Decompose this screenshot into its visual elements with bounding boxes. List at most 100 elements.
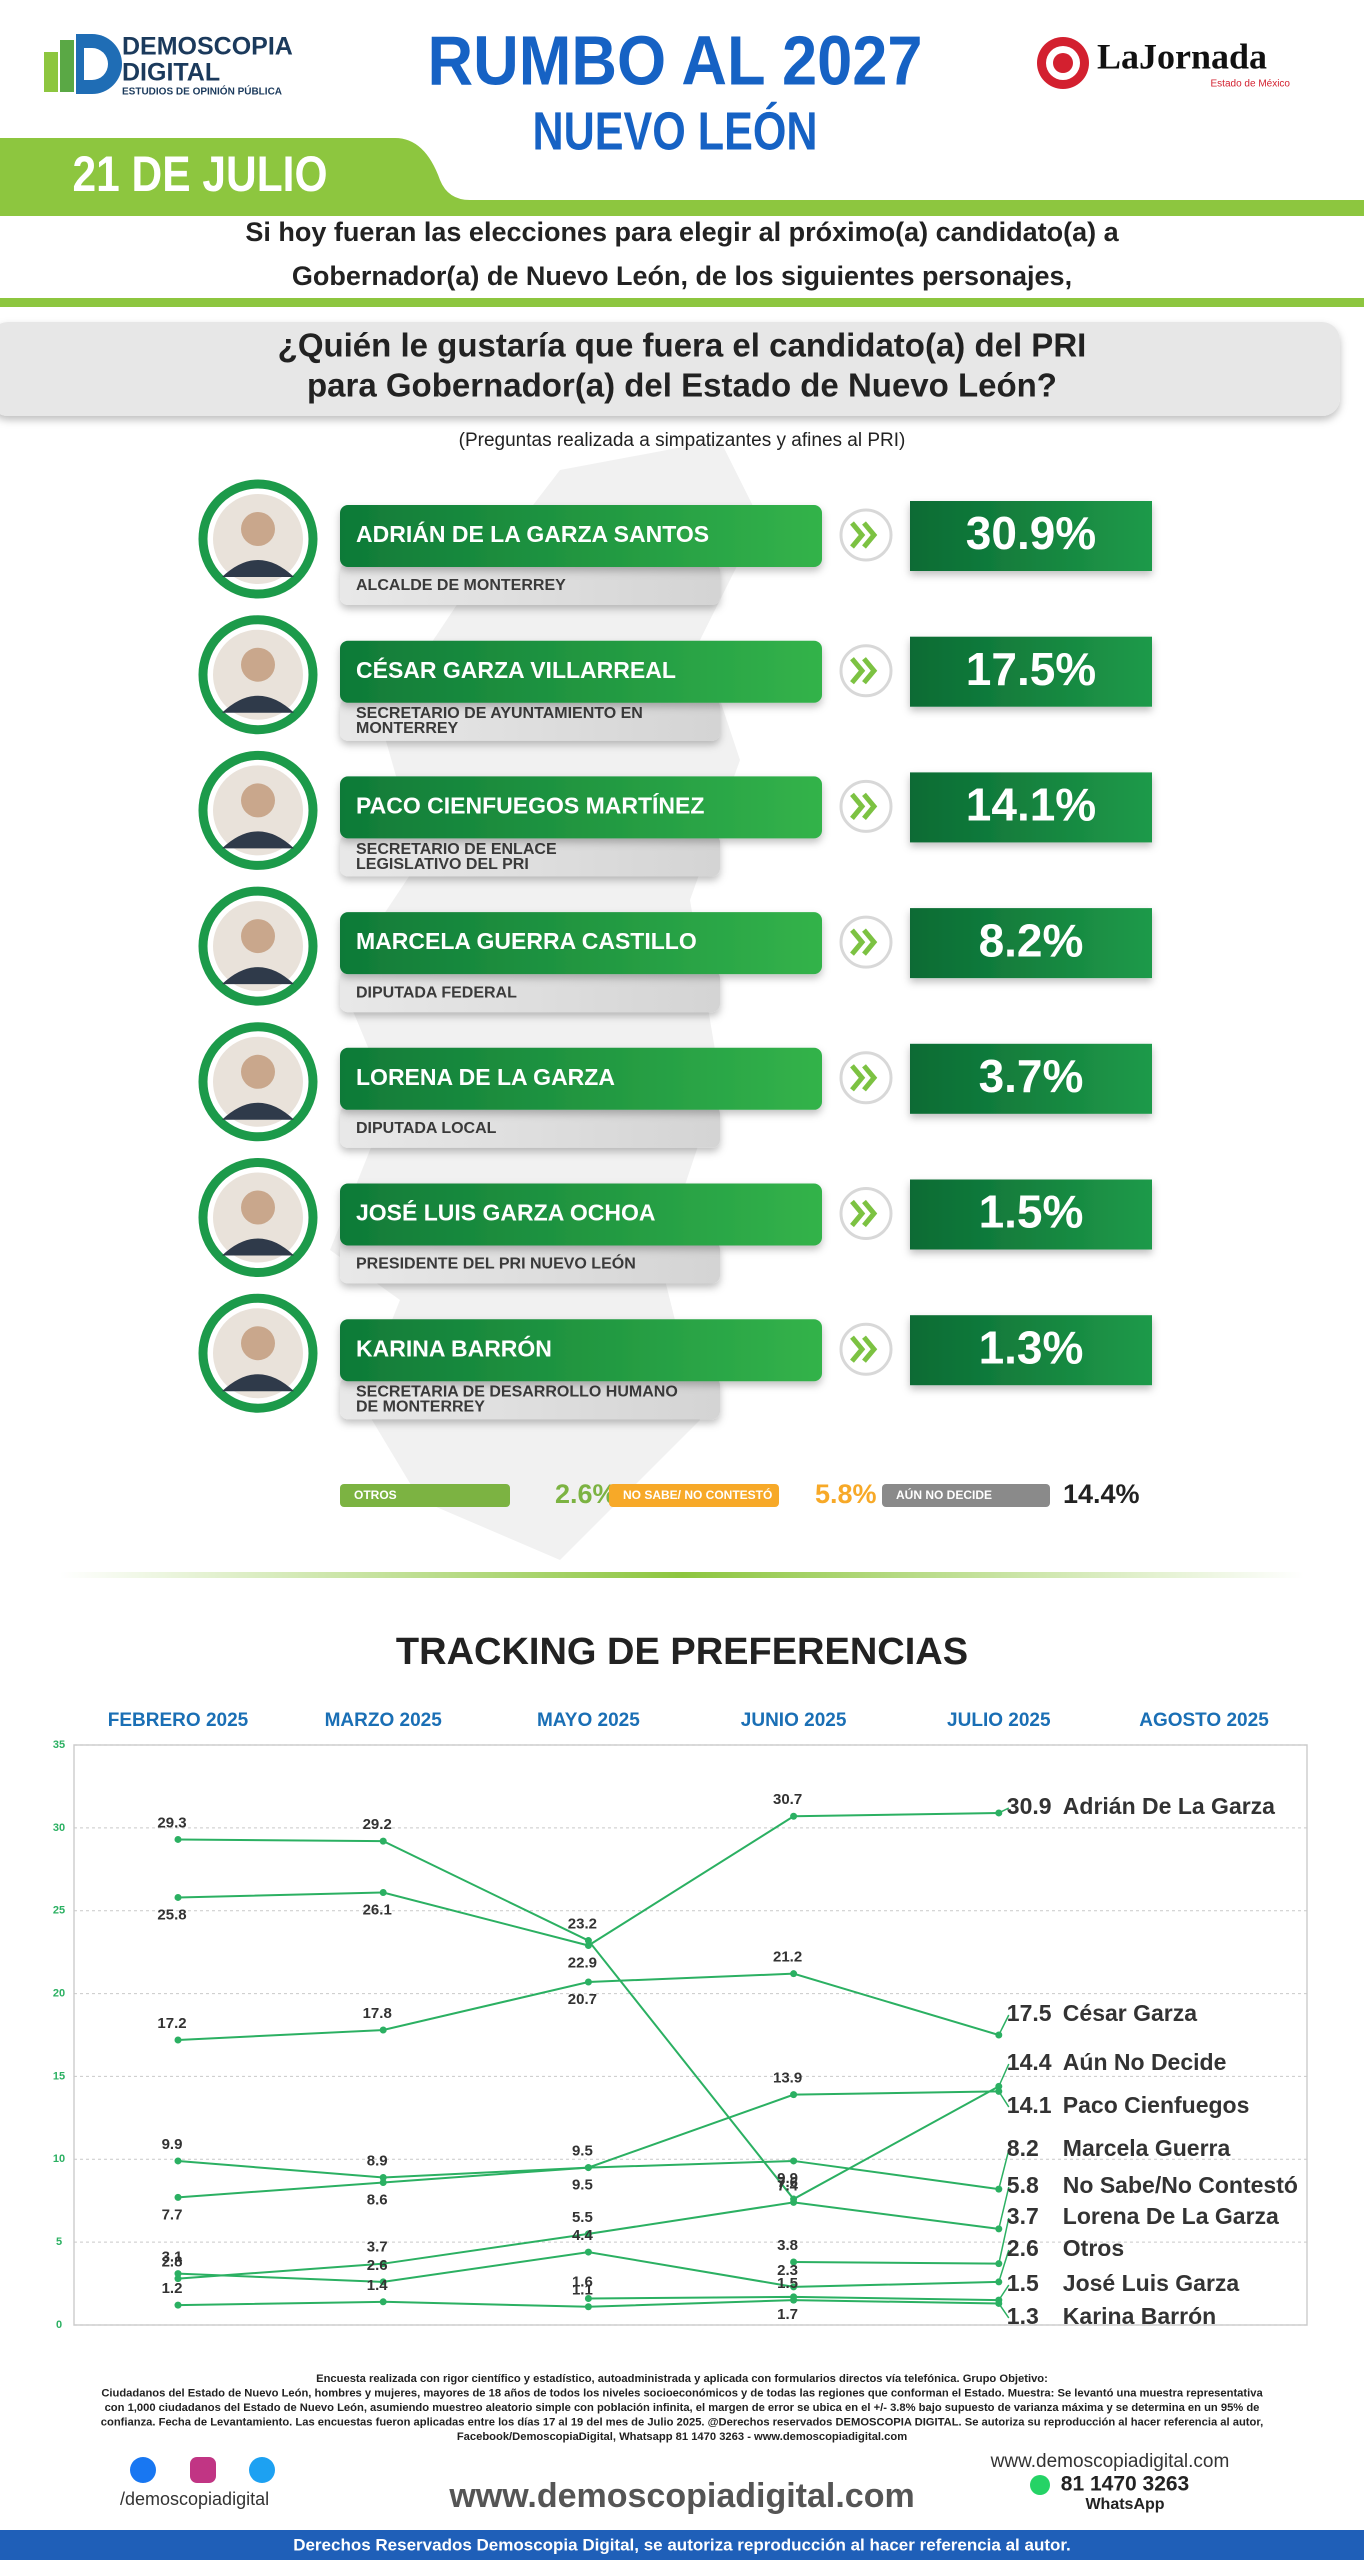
data-label: 1.6 xyxy=(572,2273,593,2290)
methodology: Ciudadanos del Estado de Nuevo León, hom… xyxy=(101,2387,1263,2399)
series-point xyxy=(174,1893,182,1901)
data-label: 23.2 xyxy=(568,1916,597,1933)
candidate-role: DIPUTADA LOCAL xyxy=(356,1120,497,1137)
photo-body xyxy=(222,1102,294,1120)
chevron xyxy=(850,792,878,821)
series-point xyxy=(790,2258,798,2266)
data-label: 7.4 xyxy=(777,2177,799,2194)
data-label: 9.9 xyxy=(162,2136,183,2153)
percent-box xyxy=(910,636,1152,707)
data-label: 29.3 xyxy=(157,1814,186,1831)
chevron-circle xyxy=(839,1051,893,1105)
candidate-name: JOSÉ LUIS GARZA OCHOA xyxy=(356,1199,655,1226)
intro-text: Gobernador(a) de Nuevo León, de los sigu… xyxy=(292,261,1072,291)
others-name: NO SABE/ NO CONTESTÓ xyxy=(623,1487,772,1502)
legend-label: Aún No Decide xyxy=(1063,2049,1227,2075)
series-point xyxy=(379,2174,387,2182)
photo-head xyxy=(241,512,275,546)
end-value: 1.5 xyxy=(1007,2270,1039,2296)
legend-label: César Garza xyxy=(1063,2000,1197,2026)
photo-head xyxy=(241,1190,275,1225)
data-label: 8.6 xyxy=(367,2191,388,2208)
data-label: 1.2 xyxy=(162,2280,183,2297)
photo-body xyxy=(222,695,294,713)
legend-label: Paco Cienfuegos xyxy=(1063,2092,1250,2118)
end-value: 1.3 xyxy=(1007,2303,1039,2329)
photo-head xyxy=(241,1054,275,1089)
title: RUMBO AL 2027 xyxy=(428,21,923,99)
copyright: Derechos Reservados Demoscopia Digital, … xyxy=(293,2535,1071,2554)
series-point xyxy=(790,2296,798,2304)
end-value: 8.2 xyxy=(1007,2135,1039,2161)
percent-label: 1.5% xyxy=(979,1186,1084,1238)
legend-label: Adrián De La Garza xyxy=(1063,1793,1275,1819)
end-value: 30.9 xyxy=(1007,1793,1052,1819)
series-point xyxy=(790,2283,798,2291)
chevron-circle xyxy=(839,779,893,833)
chevron xyxy=(850,928,878,956)
others-name: AÚN NO DECIDE xyxy=(896,1487,992,1502)
methodology: Facebook/DemoscopiaDigital, Whatsapp 81 … xyxy=(457,2431,907,2443)
leader-line xyxy=(998,2090,1010,2108)
name-bar xyxy=(340,1183,822,1246)
chevron xyxy=(850,521,878,549)
percent-label: 8.2% xyxy=(979,914,1084,966)
candidate-name: LORENA DE LA GARZA xyxy=(356,1064,615,1090)
series-point xyxy=(379,2278,387,2286)
candidate-name: CÉSAR GARZA VILLARREAL xyxy=(356,656,676,683)
series-point xyxy=(584,1978,592,1986)
end-value: 14.4 xyxy=(1007,2049,1052,2075)
y-tick-label: 5 xyxy=(56,2236,62,2248)
data-label: 30.7 xyxy=(773,1791,802,1808)
data-label: 13.9 xyxy=(773,2070,802,2087)
series-line xyxy=(793,2261,999,2265)
series-point xyxy=(174,2157,182,2165)
candidate-role: SECRETARIO DE ENLACE LEGISLATIVO DEL PRI xyxy=(356,841,557,873)
series-point xyxy=(584,2303,592,2311)
leader-line xyxy=(998,2014,1010,2036)
leader-line xyxy=(998,2186,1010,2230)
partner-tagline: Estado de México xyxy=(1211,79,1291,90)
series-point xyxy=(379,2026,387,2034)
percent-box xyxy=(910,1315,1152,1386)
data-label: 2.8 xyxy=(162,2254,183,2271)
data-label: 26.1 xyxy=(363,1901,392,1918)
legend-label: José Luis Garza xyxy=(1063,2270,1240,2296)
logo-name: DIGITAL xyxy=(122,59,220,87)
role-bar xyxy=(340,1377,720,1420)
series-point xyxy=(584,2164,592,2172)
percent-label: 14.1% xyxy=(966,779,1096,831)
leader-line xyxy=(998,2063,1010,2087)
data-label: 9.5 xyxy=(572,2177,593,2194)
date: 21 DE JULIO xyxy=(73,146,328,202)
candidate-name: ADRIÁN DE LA GARZA SANTOS xyxy=(356,520,709,547)
data-label: 1.4 xyxy=(367,2277,389,2294)
copyright-bar xyxy=(0,2530,1364,2560)
series-point xyxy=(790,1970,798,1978)
intro-text: Si hoy fueran las elecciones para elegir… xyxy=(245,217,1119,247)
candidate-role: ALCALDE DE MONTERREY xyxy=(356,577,566,594)
legend-label: Karina Barrón xyxy=(1063,2303,1216,2329)
percent-label: 1.3% xyxy=(979,1321,1084,1373)
series-point xyxy=(379,2178,387,2186)
series-point xyxy=(790,2198,798,2206)
date-band xyxy=(0,138,1364,216)
role-bar xyxy=(340,563,720,605)
chevron-circle xyxy=(839,508,893,562)
data-label: 29.2 xyxy=(363,1816,392,1833)
candidate-role: PRESIDENTE DEL PRI NUEVO LEÓN xyxy=(356,1254,636,1273)
end-value: 2.6 xyxy=(1007,2235,1039,2261)
candidate-name: KARINA BARRÓN xyxy=(356,1334,552,1361)
legend-label: Marcela Guerra xyxy=(1063,2135,1231,2161)
series-point xyxy=(790,2157,798,2165)
logo-icon xyxy=(44,34,122,94)
photo-body xyxy=(222,560,294,577)
name-bar xyxy=(340,505,822,567)
series-point xyxy=(174,2301,182,2309)
percent-box xyxy=(910,1043,1152,1114)
others-value: 5.8% xyxy=(815,1479,877,1509)
chevron-circle xyxy=(839,1187,893,1240)
series-point xyxy=(379,1837,387,1845)
x-tick-label: FEBRERO 2025 xyxy=(108,1710,249,1731)
